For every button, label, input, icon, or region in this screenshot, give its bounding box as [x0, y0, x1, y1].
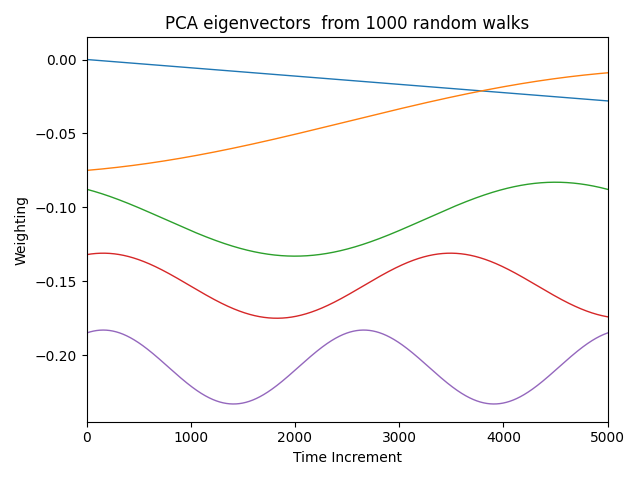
Y-axis label: Weighting: Weighting — [15, 194, 29, 264]
Title: PCA eigenvectors  from 1000 random walks: PCA eigenvectors from 1000 random walks — [165, 15, 529, 33]
X-axis label: Time Increment: Time Increment — [292, 451, 401, 465]
